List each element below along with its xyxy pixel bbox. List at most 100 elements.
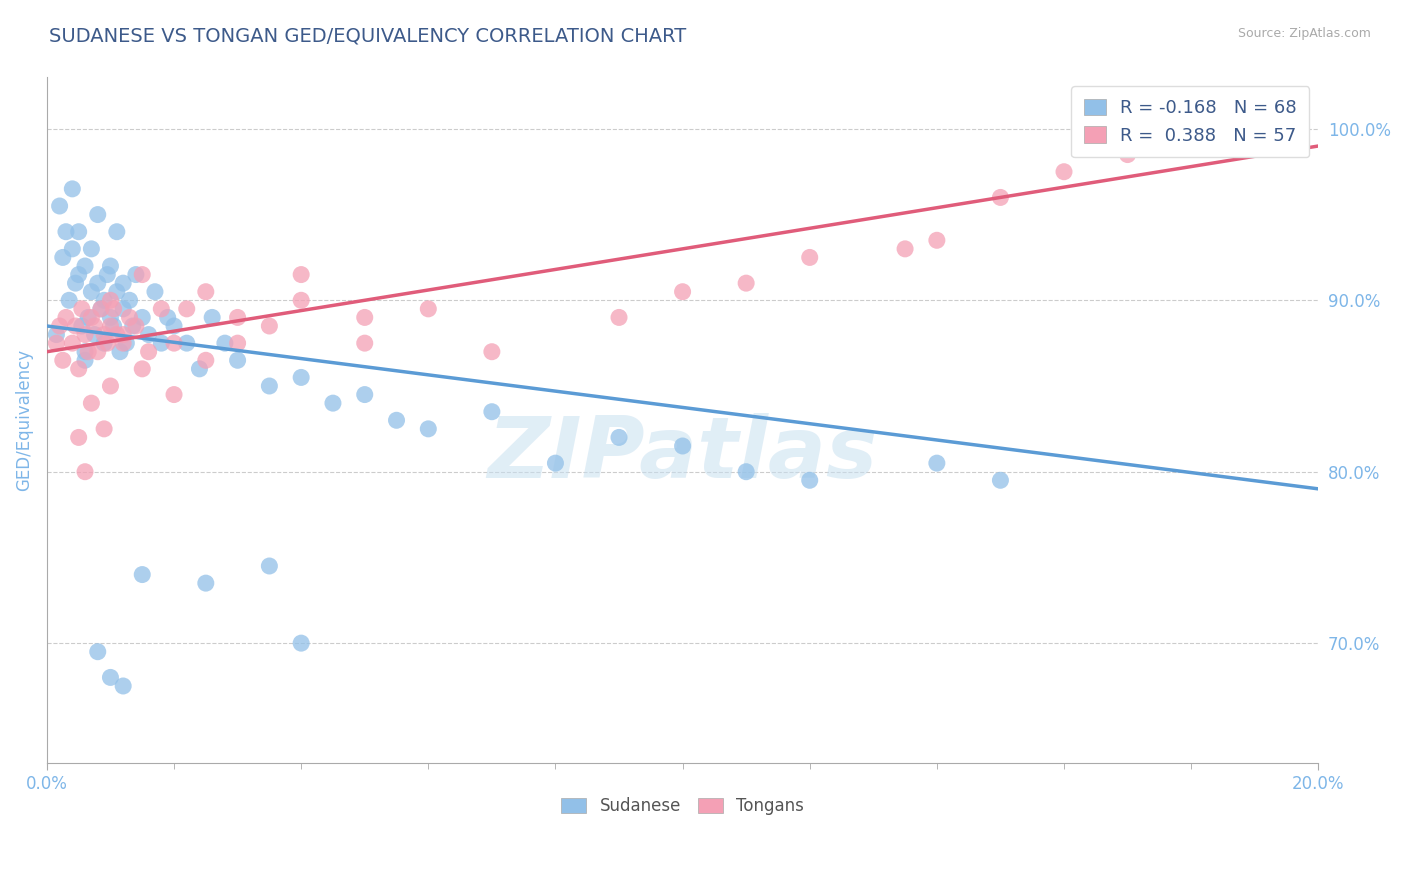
Point bbox=[671, 439, 693, 453]
Point bbox=[73, 465, 96, 479]
Point bbox=[67, 225, 90, 239]
Point bbox=[65, 276, 87, 290]
Point bbox=[93, 336, 115, 351]
Point bbox=[259, 559, 281, 574]
Point bbox=[93, 422, 115, 436]
Point bbox=[118, 293, 141, 308]
Point bbox=[544, 456, 567, 470]
Point bbox=[607, 430, 630, 444]
Point bbox=[80, 396, 103, 410]
Point bbox=[90, 301, 112, 316]
Point bbox=[353, 336, 375, 351]
Point bbox=[105, 327, 128, 342]
Legend: Sudanese, Tongans: Sudanese, Tongans bbox=[553, 789, 813, 823]
Point bbox=[100, 318, 122, 333]
Point bbox=[100, 379, 122, 393]
Point bbox=[353, 310, 375, 325]
Point bbox=[80, 242, 103, 256]
Point bbox=[259, 379, 281, 393]
Point bbox=[77, 344, 100, 359]
Point bbox=[125, 268, 148, 282]
Point bbox=[481, 344, 503, 359]
Point bbox=[226, 353, 249, 368]
Point bbox=[150, 336, 173, 351]
Point bbox=[87, 344, 110, 359]
Point bbox=[1053, 165, 1076, 179]
Text: Source: ZipAtlas.com: Source: ZipAtlas.com bbox=[1237, 27, 1371, 40]
Point bbox=[322, 396, 344, 410]
Point bbox=[131, 567, 153, 582]
Point bbox=[150, 301, 173, 316]
Point bbox=[176, 301, 198, 316]
Text: SUDANESE VS TONGAN GED/EQUIVALENCY CORRELATION CHART: SUDANESE VS TONGAN GED/EQUIVALENCY CORRE… bbox=[49, 27, 686, 45]
Point bbox=[58, 293, 80, 308]
Point bbox=[83, 318, 105, 333]
Point bbox=[990, 473, 1012, 487]
Point bbox=[131, 362, 153, 376]
Point bbox=[163, 336, 186, 351]
Point bbox=[163, 387, 186, 401]
Text: ZIPatlas: ZIPatlas bbox=[488, 413, 877, 496]
Point bbox=[799, 473, 821, 487]
Point bbox=[103, 301, 125, 316]
Point bbox=[143, 285, 166, 299]
Point bbox=[290, 370, 312, 384]
Point bbox=[138, 327, 160, 342]
Point bbox=[925, 456, 948, 470]
Point bbox=[52, 251, 75, 265]
Point bbox=[1116, 147, 1139, 161]
Point bbox=[385, 413, 408, 427]
Point bbox=[100, 259, 122, 273]
Point bbox=[925, 233, 948, 247]
Point bbox=[112, 301, 135, 316]
Point bbox=[226, 336, 249, 351]
Point bbox=[163, 318, 186, 333]
Point bbox=[418, 422, 440, 436]
Point bbox=[194, 353, 217, 368]
Point bbox=[214, 336, 236, 351]
Point bbox=[60, 336, 83, 351]
Point bbox=[83, 327, 105, 342]
Point bbox=[990, 190, 1012, 204]
Point bbox=[105, 285, 128, 299]
Point bbox=[176, 336, 198, 351]
Y-axis label: GED/Equivalency: GED/Equivalency bbox=[15, 350, 32, 491]
Point bbox=[48, 318, 70, 333]
Point bbox=[80, 310, 103, 325]
Point bbox=[100, 293, 122, 308]
Point bbox=[93, 327, 115, 342]
Point bbox=[115, 336, 138, 351]
Point bbox=[96, 336, 118, 351]
Point bbox=[55, 225, 77, 239]
Point bbox=[259, 318, 281, 333]
Point bbox=[156, 310, 179, 325]
Point bbox=[93, 293, 115, 308]
Point bbox=[100, 310, 122, 325]
Point bbox=[87, 645, 110, 659]
Point bbox=[70, 318, 93, 333]
Point bbox=[1180, 130, 1202, 145]
Point bbox=[290, 636, 312, 650]
Point bbox=[121, 318, 143, 333]
Point bbox=[481, 405, 503, 419]
Point bbox=[103, 318, 125, 333]
Point bbox=[735, 465, 758, 479]
Point bbox=[112, 327, 135, 342]
Point bbox=[112, 276, 135, 290]
Point bbox=[201, 310, 224, 325]
Point bbox=[112, 679, 135, 693]
Point bbox=[108, 344, 131, 359]
Point bbox=[131, 268, 153, 282]
Point bbox=[194, 285, 217, 299]
Point bbox=[70, 301, 93, 316]
Point bbox=[735, 276, 758, 290]
Point bbox=[73, 259, 96, 273]
Point bbox=[65, 318, 87, 333]
Point bbox=[607, 310, 630, 325]
Point bbox=[112, 336, 135, 351]
Point bbox=[290, 293, 312, 308]
Point bbox=[60, 182, 83, 196]
Point bbox=[80, 285, 103, 299]
Point bbox=[55, 310, 77, 325]
Point bbox=[60, 242, 83, 256]
